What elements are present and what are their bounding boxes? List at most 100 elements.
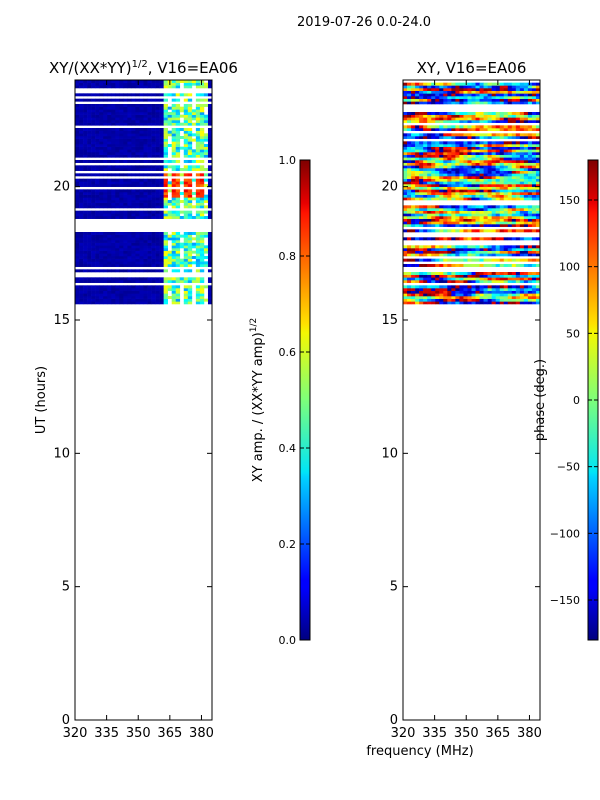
- heatmap-cell: [447, 216, 452, 219]
- heatmap-cell: [447, 170, 452, 174]
- heatmap-cell: [99, 293, 104, 297]
- heatmap-cell: [511, 216, 517, 219]
- heatmap-cell: [175, 165, 181, 169]
- heatmap-cell: [447, 224, 452, 227]
- heatmap-cell: [523, 264, 529, 267]
- heatmap-cell: [427, 197, 432, 201]
- heatmap-cell: [183, 109, 189, 113]
- heatmap-cell: [439, 248, 444, 251]
- heatmap-cell: [527, 208, 533, 211]
- heatmap-cell: [463, 253, 468, 257]
- heatmap-cell: [183, 85, 189, 89]
- heatmap-cell: [487, 205, 492, 209]
- heatmap-cell: [479, 186, 484, 190]
- heatmap-cell: [419, 288, 424, 291]
- heatmap-cell: [151, 200, 156, 203]
- heatmap-cell: [87, 80, 92, 83]
- heatmap-cell: [479, 298, 484, 302]
- heatmap-cell: [451, 133, 456, 137]
- heatmap-cell: [487, 189, 492, 193]
- heatmap-cell: [431, 237, 436, 241]
- heatmap-cell: [91, 93, 96, 97]
- heatmap-cell: [431, 120, 436, 123]
- heatmap-cell: [455, 144, 460, 147]
- heatmap-cell: [195, 130, 201, 134]
- heatmap-cell: [459, 253, 464, 257]
- heatmap-cell: [163, 200, 168, 203]
- heatmap-cell: [427, 90, 432, 94]
- heatmap-cell: [427, 149, 432, 153]
- heatmap-cell: [511, 264, 517, 267]
- heatmap-cell: [439, 301, 444, 305]
- heatmap-cell: [139, 154, 144, 158]
- heatmap-cell: [95, 264, 100, 267]
- heatmap-cell: [403, 162, 408, 166]
- heatmap-cell: [475, 114, 480, 118]
- heatmap-cell: [167, 165, 173, 169]
- heatmap-cell: [151, 237, 156, 241]
- heatmap-cell: [167, 253, 173, 257]
- heatmap-cell: [459, 205, 464, 209]
- heatmap-cell: [467, 112, 472, 115]
- heatmap-cell: [99, 114, 104, 118]
- heatmap-cell: [127, 245, 132, 249]
- heatmap-cell: [463, 144, 468, 147]
- heatmap-cell: [463, 194, 468, 198]
- heatmap-cell: [499, 208, 505, 211]
- heatmap-cell: [99, 173, 104, 177]
- heatmap-cell: [431, 181, 436, 185]
- heatmap-cell: [427, 277, 432, 281]
- heatmap-cell: [407, 272, 412, 275]
- heatmap-cell: [175, 192, 181, 195]
- heatmap-cell: [147, 288, 152, 291]
- heatmap-cell: [87, 82, 92, 86]
- heatmap-cell: [479, 152, 484, 155]
- heatmap-cell: [107, 160, 112, 163]
- heatmap-cell: [163, 152, 168, 155]
- heatmap-cell: [483, 280, 488, 283]
- heatmap-cell: [207, 149, 212, 153]
- heatmap-cell: [467, 144, 472, 147]
- heatmap-cell: [199, 82, 205, 86]
- heatmap-cell: [527, 157, 533, 161]
- heatmap-cell: [147, 242, 152, 246]
- heatmap-cell: [151, 152, 156, 155]
- heatmap-cell: [423, 221, 428, 225]
- heatmap-cell: [471, 178, 476, 182]
- heatmap-cell: [99, 197, 104, 201]
- heatmap-cell: [155, 248, 160, 251]
- heatmap-cell: [499, 114, 505, 118]
- heatmap-cell: [471, 194, 476, 198]
- heatmap-cell: [151, 104, 156, 107]
- heatmap-cell: [199, 253, 205, 257]
- heatmap-cell: [523, 133, 529, 137]
- heatmap-cell: [207, 181, 212, 185]
- heatmap-cell: [503, 85, 509, 89]
- heatmap-cell: [187, 104, 193, 107]
- heatmap-cell: [119, 248, 124, 251]
- heatmap-cell: [507, 157, 513, 161]
- heatmap-cell: [475, 88, 480, 91]
- heatmap-cell: [415, 133, 420, 137]
- heatmap-cell: [471, 277, 476, 281]
- heatmap-cell: [427, 128, 432, 131]
- heatmap-cell: [107, 165, 112, 169]
- heatmap-cell: [455, 210, 460, 214]
- heatmap-cell: [131, 253, 136, 257]
- heatmap-cell: [427, 157, 432, 161]
- heatmap-cell: [483, 290, 488, 294]
- heatmap-cell: [191, 117, 197, 121]
- heatmap-cell: [155, 138, 160, 142]
- heatmap-cell: [175, 106, 181, 110]
- heatmap-cell: [459, 298, 464, 302]
- heatmap-cell: [435, 112, 440, 115]
- heatmap-cell: [87, 192, 92, 195]
- heatmap-cell: [419, 93, 424, 97]
- heatmap-cell: [159, 149, 164, 153]
- heatmap-cell: [447, 173, 452, 177]
- heatmap-cell: [159, 128, 164, 131]
- heatmap-cell: [535, 192, 540, 195]
- heatmap-cell: [495, 280, 501, 283]
- heatmap-cell: [531, 258, 537, 262]
- heatmap-cell: [183, 98, 189, 102]
